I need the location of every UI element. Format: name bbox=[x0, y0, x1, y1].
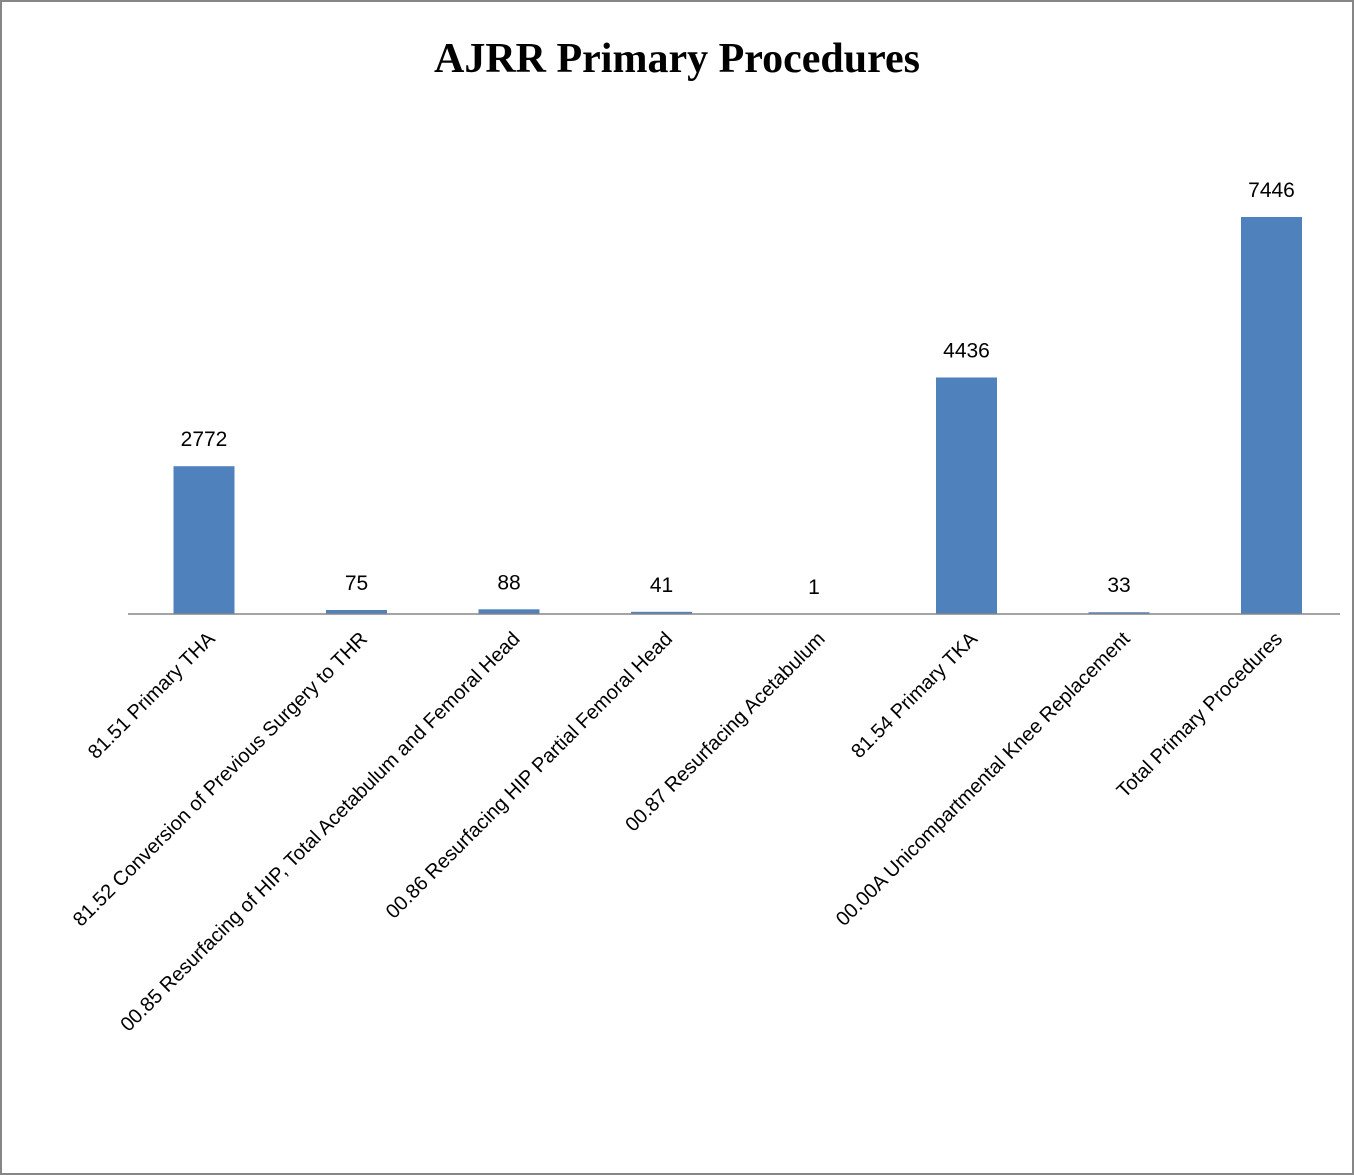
data-label: 41 bbox=[650, 574, 673, 597]
data-label: 7446 bbox=[1248, 179, 1295, 202]
data-label: 33 bbox=[1107, 574, 1130, 597]
bar bbox=[631, 611, 692, 614]
data-label: 75 bbox=[345, 572, 368, 595]
data-label: 2772 bbox=[181, 428, 228, 451]
bar bbox=[326, 610, 387, 614]
bar bbox=[936, 377, 997, 614]
data-label: 88 bbox=[497, 571, 520, 594]
data-label: 1 bbox=[808, 576, 820, 599]
chart-title: AJRR Primary Procedures bbox=[434, 36, 920, 82]
bar bbox=[478, 609, 540, 614]
data-label: 4436 bbox=[943, 339, 990, 362]
bar bbox=[173, 466, 235, 614]
bar bbox=[1088, 612, 1150, 614]
bar bbox=[1241, 217, 1302, 614]
